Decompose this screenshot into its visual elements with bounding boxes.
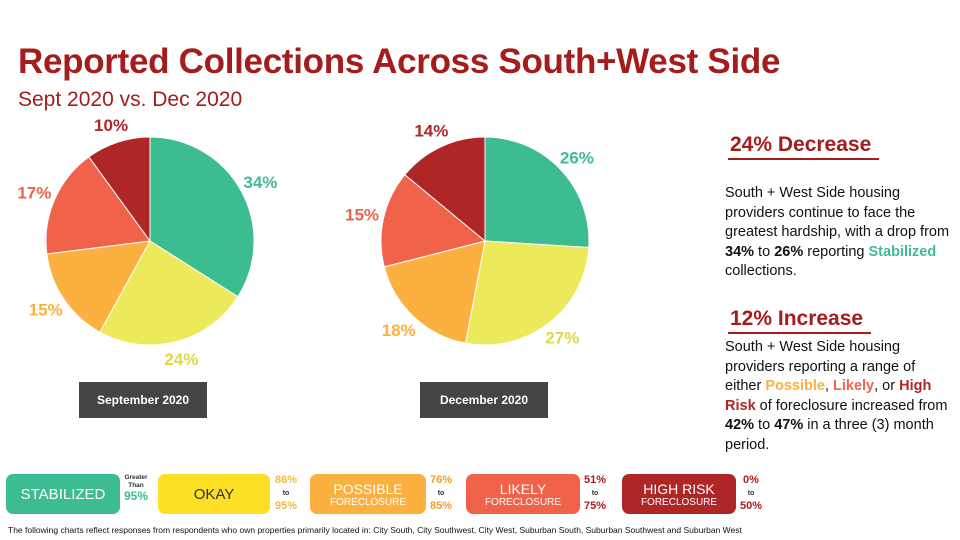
pie-slice-likely bbox=[45, 156, 151, 255]
pie-label-okay: 24% bbox=[164, 350, 198, 369]
legend-range-okay: 86% to 95% bbox=[274, 474, 298, 512]
pie-slice-possible bbox=[46, 240, 151, 333]
chart-caption-december: December 2020 bbox=[420, 382, 548, 418]
pie-label-stabilized: 26% bbox=[560, 148, 594, 167]
pie-slice-possible bbox=[383, 240, 486, 344]
pie-label-high-risk: 14% bbox=[414, 122, 448, 141]
pie-label-possible: 15% bbox=[29, 301, 63, 320]
page-subtitle: Sept 2020 vs. Dec 2020 bbox=[18, 88, 243, 111]
pie-label-okay: 27% bbox=[545, 328, 579, 347]
pie-slice-okay bbox=[464, 240, 590, 346]
chart-caption-september: September 2020 bbox=[79, 382, 207, 418]
pie-slice-okay bbox=[99, 240, 239, 346]
legend-range-possible: 76% to 85% bbox=[429, 474, 453, 512]
legend-possible: POSSIBLE FORECLOSURE bbox=[310, 474, 426, 514]
pie-chart-december: 26% 27% 18% 15% 14% bbox=[345, 122, 594, 348]
legend-range-stabilized: Greater Than 95% bbox=[123, 474, 149, 503]
pie-label-likely: 15% bbox=[345, 205, 379, 224]
pie-slice-high-risk bbox=[404, 136, 486, 243]
legend-likely: LIKELY FORECLOSURE bbox=[466, 474, 580, 514]
legend-range-likely: 51% to 75% bbox=[583, 474, 607, 512]
decrease-heading: 24% Decrease bbox=[728, 133, 880, 160]
legend-high-risk: HIGH RISK FORECLOSURE bbox=[622, 474, 736, 514]
decrease-paragraph: South + West Side housing providers cont… bbox=[725, 185, 950, 279]
page-title: Reported Collections Across South+West S… bbox=[18, 42, 781, 81]
pie-label-likely: 17% bbox=[17, 184, 51, 203]
legend-okay: OKAY bbox=[158, 474, 270, 514]
increase-heading: 12% Increase bbox=[728, 307, 872, 334]
pie-chart-september: 34% 24% 15% 17% 10% bbox=[17, 116, 277, 369]
pie-label-high-risk: 10% bbox=[94, 116, 128, 135]
pie-slice-stabilized bbox=[484, 136, 590, 249]
footnote: The following charts reflect responses f… bbox=[8, 525, 742, 535]
pie-slice-likely bbox=[380, 174, 487, 268]
increase-paragraph: South + West Side housing providers repo… bbox=[725, 339, 948, 453]
legend-range-high-risk: 0% to 50% bbox=[739, 474, 763, 512]
pie-label-stabilized: 34% bbox=[243, 173, 277, 192]
pie-slice-high-risk bbox=[88, 136, 151, 243]
pie-label-possible: 18% bbox=[382, 321, 416, 340]
legend-stabilized: STABILIZED bbox=[6, 474, 120, 514]
pie-slice-stabilized bbox=[149, 136, 255, 298]
